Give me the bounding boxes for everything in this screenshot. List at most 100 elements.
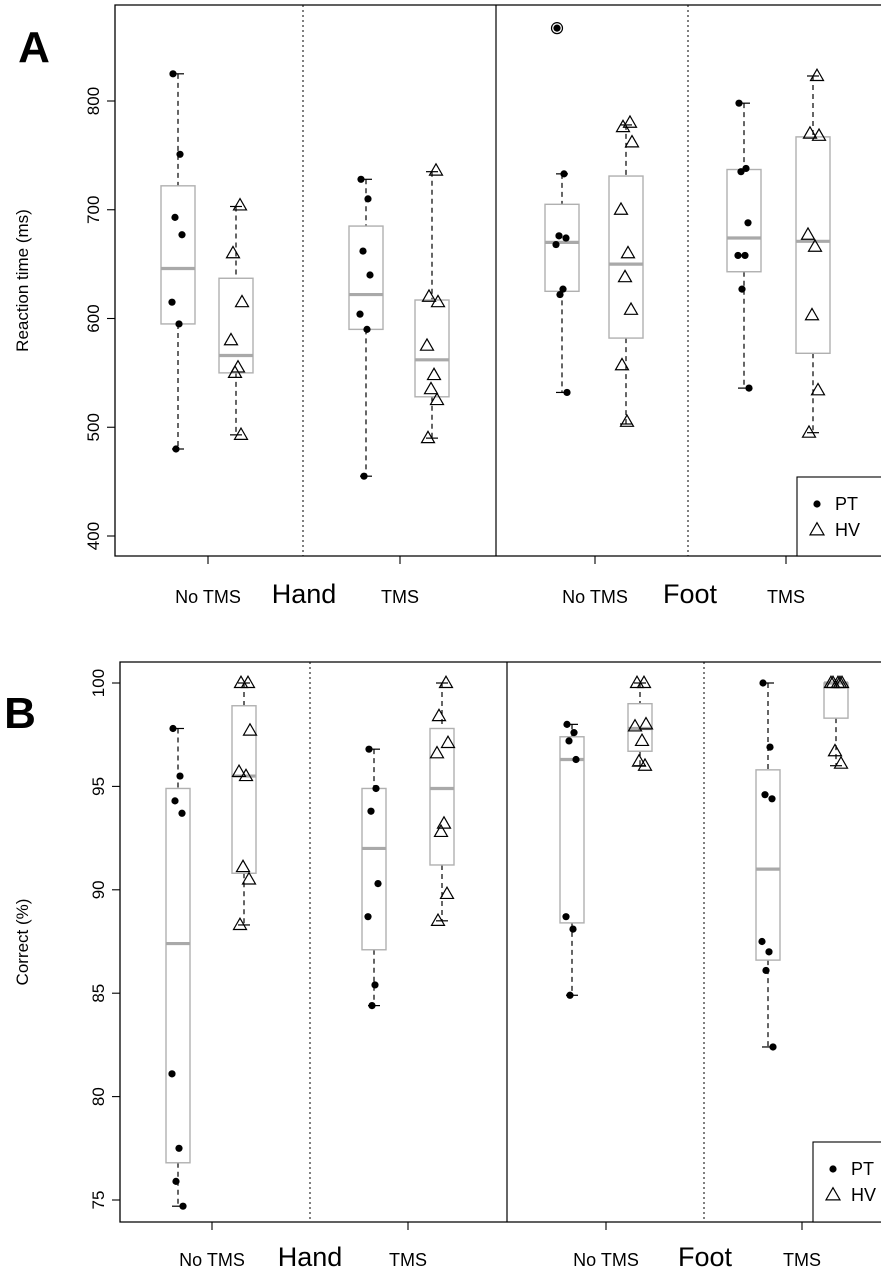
y-tick-label: 400 — [84, 522, 103, 550]
data-point-pt — [171, 213, 179, 221]
x-tick-label: TMS — [389, 1250, 427, 1270]
data-point-hv — [634, 732, 650, 747]
data-point-pt — [759, 679, 767, 687]
data-point-pt — [176, 772, 184, 780]
data-point-pt — [552, 240, 560, 249]
box-body — [348, 225, 384, 331]
data-point-hv — [807, 238, 823, 252]
box-pt — [165, 727, 191, 1207]
data-point-hv — [232, 916, 248, 931]
data-point-hv — [430, 912, 446, 926]
outlier-marker — [550, 22, 564, 35]
data-point-hv — [439, 885, 455, 900]
data-point-pt — [737, 168, 745, 176]
box-pt — [160, 73, 196, 450]
box-body — [160, 185, 196, 325]
data-point-pt — [367, 807, 375, 815]
box-hv — [429, 682, 455, 922]
x-tick-label: No TMS — [179, 1250, 245, 1270]
data-point-pt — [372, 784, 380, 793]
panel-a: A Reaction time (ms) 400 500 600 700 800 No TMS… — [13, 4, 881, 609]
data-point-pt — [365, 745, 373, 753]
data-point-pt — [356, 310, 364, 318]
group-label: Hand — [272, 579, 337, 609]
data-point-hv — [423, 381, 439, 395]
data-point-pt — [559, 285, 567, 293]
data-point-hv — [800, 226, 816, 240]
box-pt — [726, 102, 762, 389]
data-point-pt — [762, 966, 770, 975]
box-body — [165, 787, 191, 1164]
box-pt — [755, 682, 781, 1048]
data-point-hv — [233, 426, 249, 440]
data-point-hv — [804, 307, 820, 321]
data-point-hv — [827, 743, 843, 757]
legend-pt-symbol — [813, 500, 821, 508]
data-point-hv — [614, 357, 630, 371]
data-point-pt — [555, 232, 563, 240]
panel-letter: A — [18, 23, 50, 72]
box-body — [429, 727, 455, 866]
legend-label: PT — [835, 494, 858, 514]
data-point-pt — [562, 913, 570, 921]
data-point-hv — [232, 197, 248, 211]
data-point-pt — [175, 1144, 183, 1152]
box-hv — [231, 682, 257, 926]
data-point-pt — [768, 795, 776, 803]
panel-letter: B — [4, 689, 36, 738]
box-body — [559, 736, 585, 924]
data-point-hv — [833, 755, 849, 769]
data-point-hv — [802, 125, 818, 139]
box-body — [795, 136, 831, 355]
data-point-hv — [430, 294, 446, 308]
data-point-pt — [176, 150, 184, 158]
data-point-hv — [631, 753, 647, 767]
box-pt — [544, 173, 580, 394]
data-point-pt — [572, 755, 580, 764]
y-tick-label: 100 — [89, 669, 108, 697]
data-point-pt — [175, 320, 183, 328]
data-point-pt — [374, 879, 382, 888]
data-point-hv — [622, 114, 638, 128]
y-axis-title: Reaction time (ms) — [13, 209, 32, 352]
data-point-pt — [179, 1202, 187, 1210]
data-point-pt — [366, 271, 374, 279]
data-point-hv — [811, 127, 827, 141]
group-label: Foot — [678, 1242, 733, 1272]
legend-hv-symbol — [808, 521, 826, 536]
data-point-pt — [357, 175, 365, 183]
y-tick-label: 600 — [84, 304, 103, 332]
data-point-hv — [235, 859, 251, 873]
box-hv — [608, 124, 644, 425]
group-label: Foot — [663, 579, 718, 609]
data-point-hv — [429, 392, 445, 406]
x-tick-label: TMS — [783, 1250, 821, 1270]
data-point-hv — [231, 763, 247, 778]
legend-box — [796, 476, 881, 557]
legend-pt-symbol — [829, 1165, 837, 1173]
box-pt — [361, 748, 387, 1007]
legend: PT HV — [812, 1141, 881, 1223]
box-body — [231, 705, 257, 874]
box-body — [544, 203, 580, 293]
data-point-pt — [570, 729, 578, 737]
plot-frame — [119, 661, 881, 1223]
data-point-hv — [420, 430, 436, 444]
data-point-hv — [428, 162, 444, 176]
legend-hv-symbol — [824, 1186, 842, 1201]
data-point-pt — [168, 1070, 176, 1078]
data-point-hv — [615, 119, 631, 133]
data-point-hv — [438, 675, 454, 689]
data-point-pt — [758, 937, 766, 946]
data-point-pt — [562, 234, 570, 242]
data-point-hv — [637, 757, 653, 771]
box-body — [218, 277, 254, 374]
data-point-hv — [619, 413, 635, 427]
data-point-pt — [569, 925, 577, 933]
data-point-hv — [801, 424, 817, 438]
data-point-pt — [566, 991, 574, 999]
data-point-hv — [623, 301, 639, 315]
data-point-pt — [735, 99, 743, 107]
data-point-hv — [620, 245, 636, 259]
